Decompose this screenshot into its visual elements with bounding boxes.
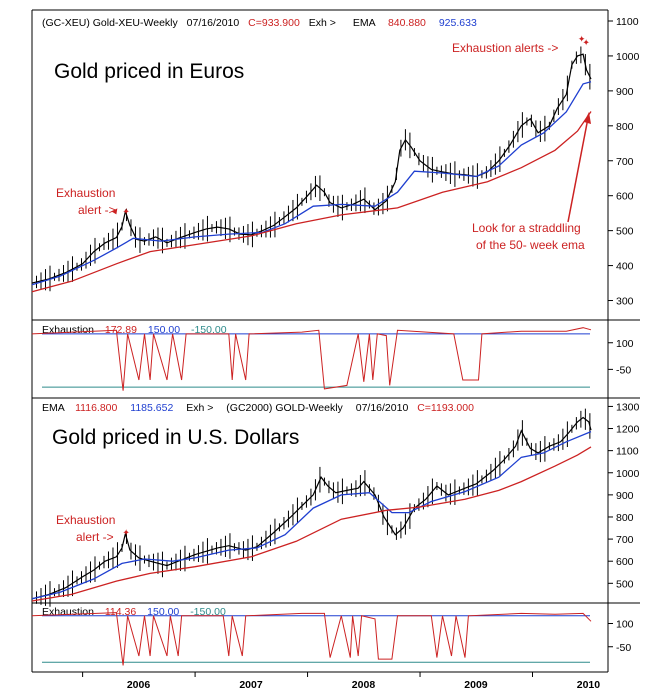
bottom-tick-label: 500 bbox=[616, 578, 634, 590]
top-tick-label: 600 bbox=[616, 191, 634, 203]
bottom-tick-label: 700 bbox=[616, 534, 634, 546]
bottom-header-symbol: (GC2000) GOLD-Weekly bbox=[226, 402, 343, 414]
bottom-osc-tick-label: -50 bbox=[616, 642, 631, 654]
bottom-price-plot: ✦ bbox=[31, 408, 592, 607]
x-tick-label: 2010 bbox=[577, 679, 601, 691]
top-tick-label: 1100 bbox=[616, 16, 639, 28]
bottom-alert-line2: alert -> bbox=[76, 530, 114, 544]
top-osc-tick-label: -50 bbox=[616, 364, 631, 376]
bottom-header-exh: Exh > bbox=[186, 402, 213, 414]
bottom-alert-star: ✦ bbox=[122, 528, 130, 538]
top-tick-label: 1000 bbox=[616, 51, 640, 63]
top-alert-star-right: ✦ bbox=[578, 35, 586, 45]
top-osc-header: Exhaustion 172.89 150.00 -150.00 bbox=[42, 324, 227, 336]
bottom-tick-label: 1100 bbox=[616, 446, 639, 458]
straddle-arrow bbox=[567, 117, 589, 223]
top-header-date: 07/16/2010 bbox=[187, 17, 240, 29]
frames bbox=[31, 9, 640, 673]
top-header-symbol: (GC-XEU) Gold-XEU-Weekly bbox=[42, 17, 178, 29]
top-header-exh: Exh > bbox=[309, 17, 336, 29]
bottom-alert-line1: Exhaustion bbox=[56, 513, 115, 527]
top-osc-exhaustion-line bbox=[31, 327, 592, 391]
bottom-price-line bbox=[31, 416, 592, 600]
bottom-osc-exhaustion-line bbox=[31, 612, 592, 666]
top-ema-slow-line bbox=[31, 111, 592, 293]
top-tick-label: 400 bbox=[616, 261, 634, 273]
top-tick-label: 500 bbox=[616, 226, 634, 238]
bottom-osc-lower: -150.00 bbox=[190, 606, 226, 618]
bottom-header-ema2: 1185.652 bbox=[130, 402, 173, 414]
x-tick-label: 2009 bbox=[464, 679, 488, 691]
bottom-exhaustion-plot: 100 -50 bbox=[31, 612, 634, 666]
bottom-tick-label: 1300 bbox=[616, 401, 640, 413]
top-alert-left-line1: Exhaustion bbox=[56, 186, 115, 200]
top-osc-tick-label: 100 bbox=[616, 338, 634, 350]
bottom-header: EMA 1116.800 1185.652 Exh > (GC2000) GOL… bbox=[42, 402, 474, 414]
top-header-close: C=933.900 bbox=[248, 17, 300, 29]
top-tick-label: 700 bbox=[616, 156, 634, 168]
bottom-tick-label: 1000 bbox=[616, 468, 640, 480]
bottom-osc-tick-label: 100 bbox=[616, 619, 634, 631]
bottom-tick-label: 600 bbox=[616, 556, 634, 568]
top-header-ema2: 925.633 bbox=[439, 17, 477, 29]
top-header-ema-label: EMA bbox=[353, 17, 376, 29]
bottom-osc-upper: 150.00 bbox=[147, 606, 179, 618]
bottom-header-ema-label: EMA bbox=[42, 402, 65, 414]
top-ema-fast-line bbox=[31, 81, 592, 286]
top-tick-label: 900 bbox=[616, 86, 634, 98]
bottom-header-close: C=1193.000 bbox=[417, 402, 474, 414]
bottom-tick-label: 1200 bbox=[616, 424, 640, 436]
top-header: (GC-XEU) Gold-XEU-Weekly 07/16/2010 C=93… bbox=[42, 17, 477, 29]
top-straddle-line1: Look for a straddling bbox=[472, 221, 581, 235]
bottom-header-date: 07/16/2010 bbox=[356, 402, 409, 414]
bottom-header-ema1: 1116.800 bbox=[75, 402, 117, 414]
top-alert-star-right: ✦ bbox=[582, 38, 590, 48]
bottom-ema-fast-line bbox=[31, 430, 592, 600]
top-tick-label: 300 bbox=[616, 296, 634, 308]
bottom-ema-slow-line bbox=[31, 446, 592, 602]
top-alert-arrowhead bbox=[111, 208, 118, 215]
top-exhaustion-plot: 100 -50 bbox=[31, 327, 634, 391]
top-price-plot: ✦✦✦ bbox=[31, 35, 592, 293]
x-tick-label: 2006 bbox=[127, 679, 151, 691]
top-alert-star: ✦ bbox=[122, 207, 130, 217]
x-tick-label: 2008 bbox=[352, 679, 376, 691]
top-tick-label: 800 bbox=[616, 121, 634, 133]
bottom-title: Gold priced in U.S. Dollars bbox=[52, 426, 299, 449]
top-osc-lower: -150.00 bbox=[191, 324, 227, 336]
bottom-tick-label: 800 bbox=[616, 512, 634, 524]
top-alerts-right: Exhaustion alerts -> bbox=[452, 41, 558, 55]
top-osc-value: 172.89 bbox=[105, 324, 137, 336]
bottom-tick-label: 900 bbox=[616, 490, 634, 502]
top-alert-left-line2: alert -> bbox=[78, 203, 116, 217]
top-title: Gold priced in Euros bbox=[54, 60, 244, 83]
x-tick-label: 2007 bbox=[239, 679, 263, 691]
top-header-ema1: 840.880 bbox=[388, 17, 426, 29]
bottom-price-axis: 1300 1200 1100 1000 900 800 700 600 500 bbox=[608, 401, 640, 590]
top-price-axis: 1100 1000 900 800 700 600 500 400 300 bbox=[608, 16, 640, 308]
bottom-osc-value: 114.36 bbox=[105, 606, 136, 618]
top-straddle-line2: of the 50- week ema bbox=[476, 238, 585, 252]
x-axis: 2006 2007 2008 2009 2010 bbox=[82, 672, 601, 691]
top-osc-upper: 150.00 bbox=[148, 324, 180, 336]
